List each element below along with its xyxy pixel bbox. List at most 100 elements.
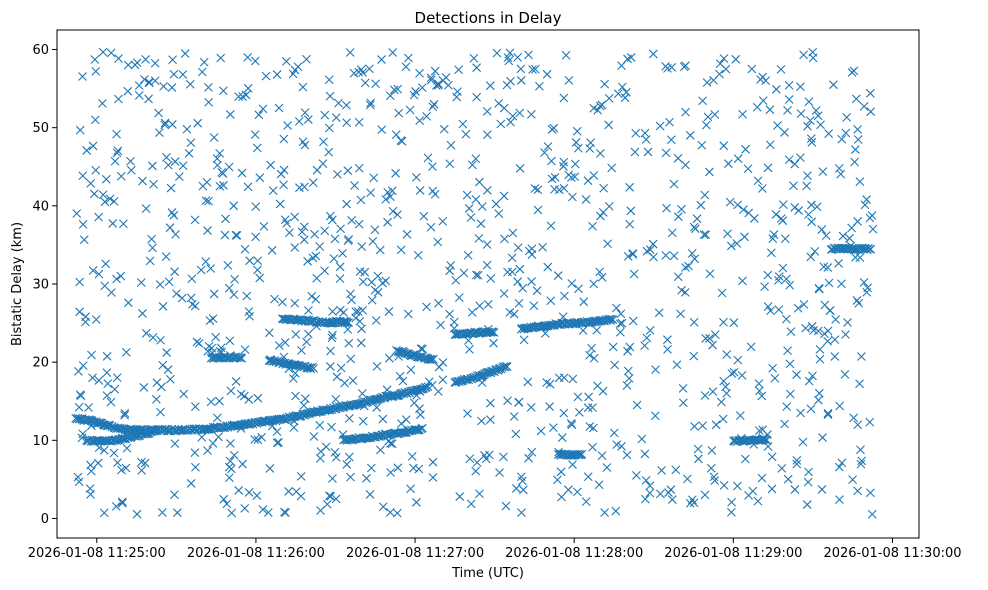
clutter-point: [362, 473, 371, 483]
clutter-point: [757, 184, 767, 193]
clutter-point: [529, 301, 539, 311]
clutter-point: [299, 401, 309, 410]
clutter-point: [721, 382, 731, 392]
clutter-point: [600, 508, 610, 517]
clutter-point: [393, 210, 402, 220]
clutter-point: [781, 274, 791, 284]
clutter-point: [75, 125, 85, 135]
clutter-point: [324, 75, 334, 85]
clutter-point: [785, 280, 795, 290]
clutter-point: [802, 500, 812, 509]
clutter-point: [351, 307, 361, 317]
clutter-point: [312, 273, 322, 283]
clutter-point: [455, 492, 465, 501]
clutter-point: [648, 239, 658, 249]
clutter-point: [250, 435, 260, 444]
clutter-point: [630, 147, 640, 157]
clutter-point: [824, 129, 834, 139]
clutter-point: [778, 263, 788, 273]
clutter-point: [676, 309, 685, 319]
clutter-point: [829, 80, 838, 90]
clutter-point: [856, 445, 865, 455]
track-point: [425, 355, 435, 364]
clutter-point: [667, 62, 677, 72]
clutter-point: [259, 221, 269, 231]
clutter-point: [866, 107, 876, 117]
clutter-point: [684, 261, 693, 271]
track-point: [429, 354, 438, 364]
clutter-point: [723, 159, 733, 169]
track-point: [489, 328, 499, 337]
clutter-point: [136, 278, 146, 287]
clutter-point: [377, 125, 387, 135]
clutter-point: [667, 495, 677, 504]
clutter-point: [665, 117, 674, 127]
clutter-point: [669, 251, 679, 261]
clutter-point: [315, 242, 325, 251]
x-tick-label: 2026-01-08 11:25:00: [28, 546, 166, 561]
clutter-point: [584, 392, 593, 402]
clutter-point: [604, 202, 614, 211]
clutter-point: [199, 57, 209, 67]
clutter-point: [93, 458, 103, 468]
clutter-point: [276, 169, 286, 179]
clutter-point: [725, 197, 735, 207]
clutter-point: [366, 98, 376, 108]
clutter-point: [651, 365, 660, 374]
clutter-point: [705, 167, 714, 177]
clutter-point: [469, 53, 479, 63]
clutter-point: [165, 374, 175, 384]
clutter-point: [328, 307, 337, 316]
clutter-point: [358, 277, 368, 287]
track-point: [400, 348, 410, 358]
clutter-point: [178, 70, 188, 79]
clutter-point: [430, 189, 440, 199]
clutter-point: [251, 202, 261, 212]
clutter-point: [530, 184, 540, 193]
clutter-point: [503, 396, 512, 406]
clutter-point: [383, 187, 393, 197]
clutter-point: [266, 160, 276, 170]
clutter-point: [850, 145, 860, 154]
clutter-point: [240, 345, 250, 355]
clutter-point: [290, 298, 300, 308]
track-point: [608, 315, 618, 325]
clutter-point: [615, 319, 625, 329]
clutter-point: [112, 129, 121, 139]
clutter-point: [840, 370, 850, 379]
clutter-point: [553, 475, 562, 485]
clutter-point: [197, 67, 207, 77]
clutter-point: [349, 68, 359, 78]
clutter-point: [561, 50, 571, 60]
clutter-point: [573, 143, 583, 153]
clutter-point: [848, 475, 858, 484]
y-axis-label: Bistatic Delay (km): [10, 222, 25, 346]
clutter-point: [149, 179, 158, 189]
clutter-point: [89, 189, 99, 199]
x-tick-label: 2026-01-08 11:30:00: [823, 546, 961, 561]
clutter-point: [141, 54, 150, 64]
clutter-point: [164, 277, 174, 287]
clutter-point: [215, 396, 224, 406]
clutter-point: [229, 201, 239, 211]
clutter-point: [258, 505, 268, 514]
clutter-point: [138, 309, 147, 318]
clutter-point: [543, 262, 553, 272]
clutter-point: [215, 149, 225, 158]
clutter-point: [385, 91, 395, 101]
clutter-point: [696, 200, 706, 210]
clutter-point: [378, 414, 388, 424]
clutter-point: [681, 160, 690, 170]
clutter-point: [213, 160, 222, 170]
clutter-point: [371, 316, 381, 325]
clutter-point: [88, 373, 97, 383]
clutter-point: [101, 259, 111, 269]
clutter-point: [385, 192, 395, 202]
clutter-point: [225, 110, 235, 119]
clutter-point: [499, 289, 509, 299]
clutter-point: [121, 347, 131, 357]
clutter-point: [474, 234, 484, 243]
clutter-point: [494, 209, 504, 219]
clutter-point: [595, 148, 605, 158]
clutter-point: [344, 414, 354, 423]
